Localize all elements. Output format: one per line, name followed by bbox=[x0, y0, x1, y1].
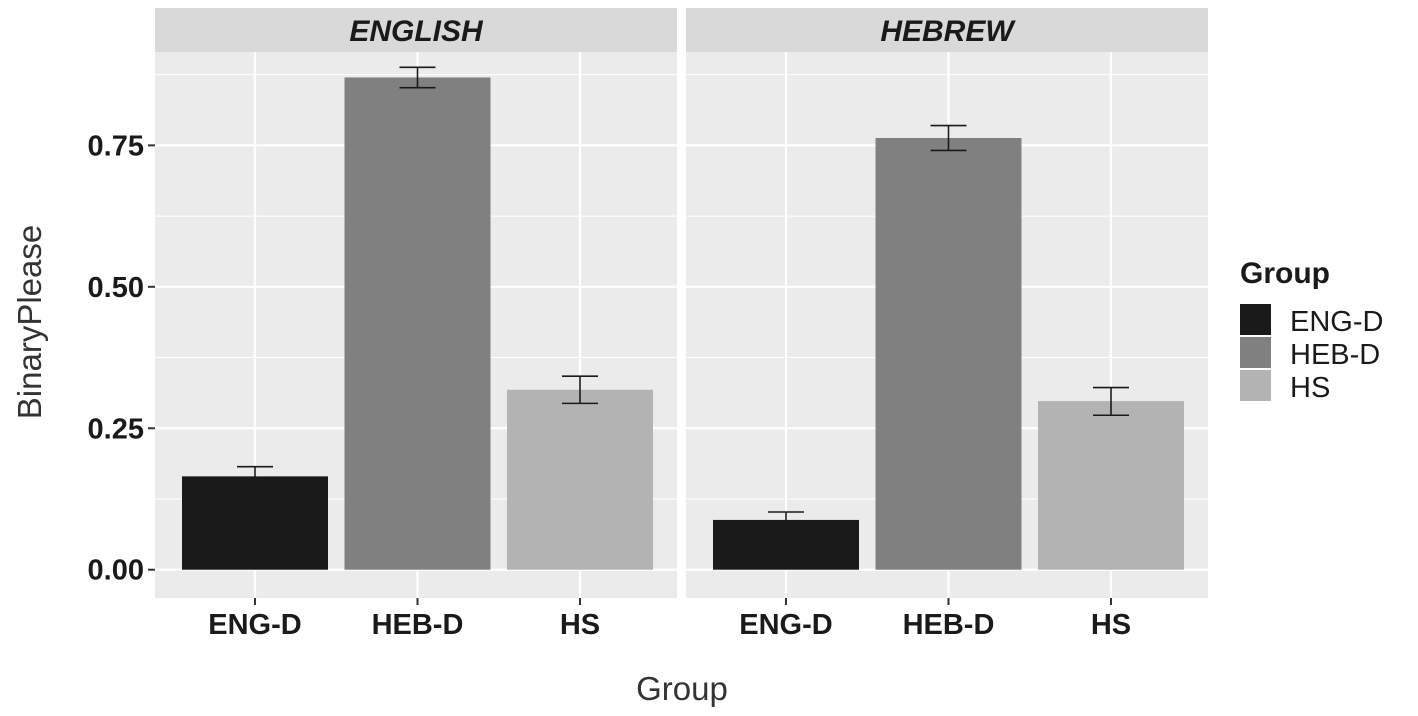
y-axis: 0.00 0.25 0.50 0.75 bbox=[88, 130, 155, 587]
y-tick-label: 0.25 bbox=[88, 413, 144, 445]
error-bar bbox=[237, 465, 273, 487]
bar bbox=[875, 138, 1022, 570]
y-axis-title: BinaryPlease bbox=[11, 225, 48, 419]
error-bar bbox=[930, 124, 967, 152]
bar bbox=[1038, 401, 1184, 570]
bar bbox=[344, 77, 491, 570]
error-bar bbox=[1093, 386, 1129, 417]
x-axis-title: Group bbox=[636, 670, 728, 707]
x-tick-label: HEB-D bbox=[372, 609, 464, 641]
legend-key bbox=[1240, 304, 1271, 335]
legend-label: ENG-D bbox=[1290, 306, 1383, 338]
facet-strip-label: ENGLISH bbox=[349, 15, 484, 48]
facet-panel-english: ENGLISH ENG-D HEB-D HS bbox=[155, 8, 677, 641]
y-tick-label: 0.75 bbox=[88, 130, 144, 162]
facet-panel-hebrew: HEBREW ENG-D HEB-D HS bbox=[686, 8, 1208, 641]
legend-title: Group bbox=[1240, 257, 1330, 290]
error-bar bbox=[562, 375, 598, 405]
x-tick-label: ENG-D bbox=[208, 609, 301, 641]
x-tick-label: HS bbox=[560, 609, 600, 641]
x-tick-label: HS bbox=[1091, 609, 1131, 641]
facet-strip-label: HEBREW bbox=[880, 15, 1016, 48]
bar bbox=[182, 476, 328, 570]
facet-panels: ENGLISH ENG-D HEB-D HS HEBREW ENG-D HEB-D HS bbox=[155, 8, 1208, 641]
bar bbox=[507, 389, 653, 570]
x-tick-label: ENG-D bbox=[739, 609, 832, 641]
facet-strip bbox=[686, 8, 1208, 52]
legend-key bbox=[1240, 337, 1271, 368]
legend-label: HEB-D bbox=[1290, 339, 1380, 371]
y-tick-label: 0.50 bbox=[88, 272, 144, 304]
facet-strip bbox=[155, 8, 677, 52]
legend-key bbox=[1240, 370, 1271, 401]
legend-label: HS bbox=[1290, 372, 1330, 404]
x-tick-label: HEB-D bbox=[903, 609, 995, 641]
error-bar bbox=[768, 511, 804, 529]
error-bar bbox=[399, 66, 436, 89]
y-tick-label: 0.00 bbox=[88, 555, 144, 587]
